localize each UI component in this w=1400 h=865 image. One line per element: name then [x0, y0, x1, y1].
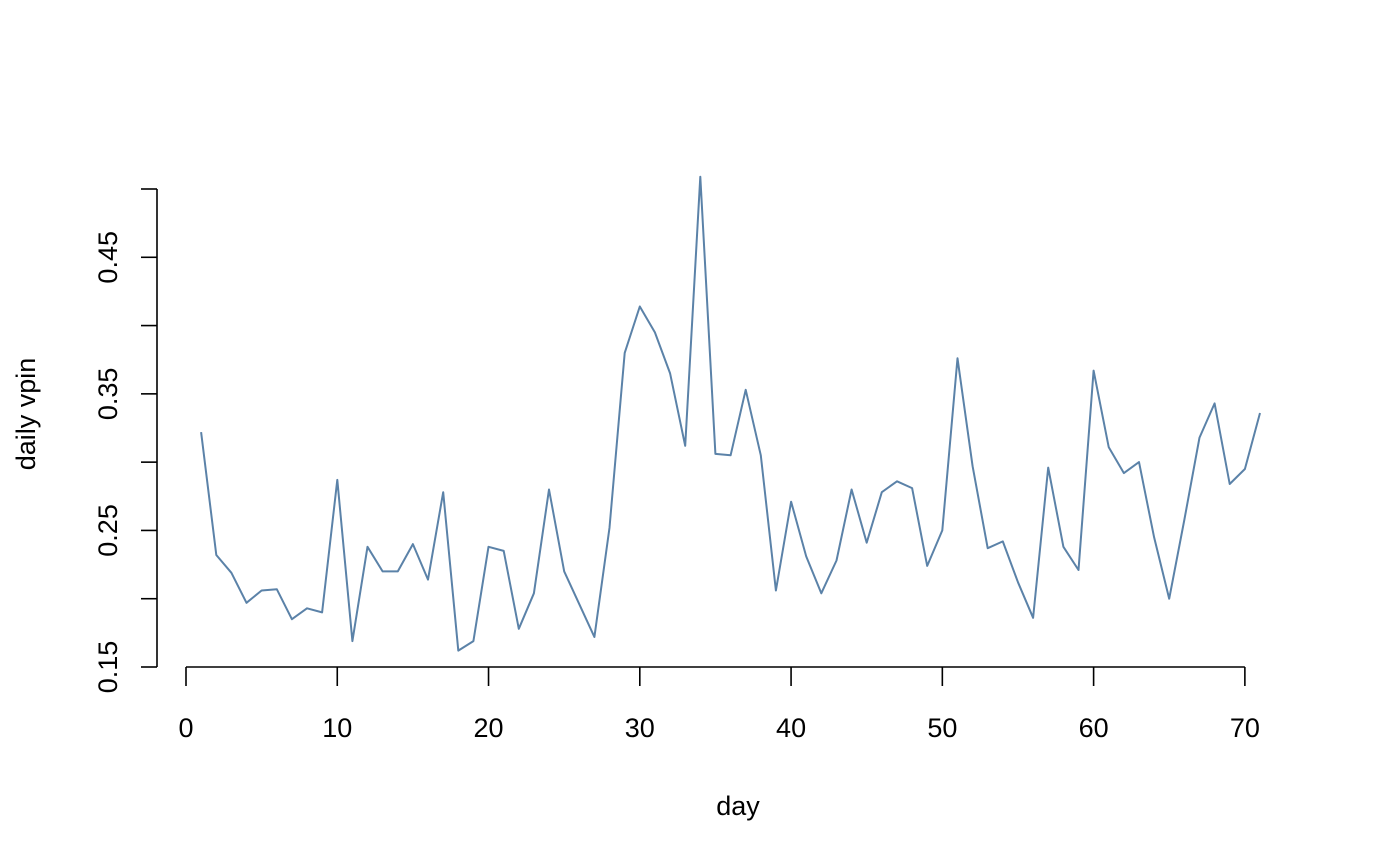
x-tick-label: 50 [927, 713, 957, 743]
y-axis-title: daily vpin [11, 358, 41, 471]
x-tick-label: 30 [625, 713, 655, 743]
x-tick-label: 0 [178, 713, 193, 743]
y-tick-label: 0.15 [93, 641, 123, 694]
x-tick-label: 40 [776, 713, 806, 743]
x-tick-label: 70 [1230, 713, 1260, 743]
y-axis: 0.15 0.25 0.35 0.45 [93, 188, 158, 694]
y-tick-label: 0.35 [93, 368, 123, 421]
x-axis-title: day [716, 791, 760, 821]
x-axis: 0 10 20 30 40 50 60 70 [178, 666, 1260, 743]
y-tick-label: 0.25 [93, 504, 123, 557]
x-tick-label: 20 [474, 713, 504, 743]
series-layer [200, 175, 1261, 652]
x-tick-label: 10 [322, 713, 352, 743]
x-tick-label: 60 [1079, 713, 1109, 743]
y-tick-label: 0.45 [93, 231, 123, 284]
series-line [200, 175, 1261, 652]
